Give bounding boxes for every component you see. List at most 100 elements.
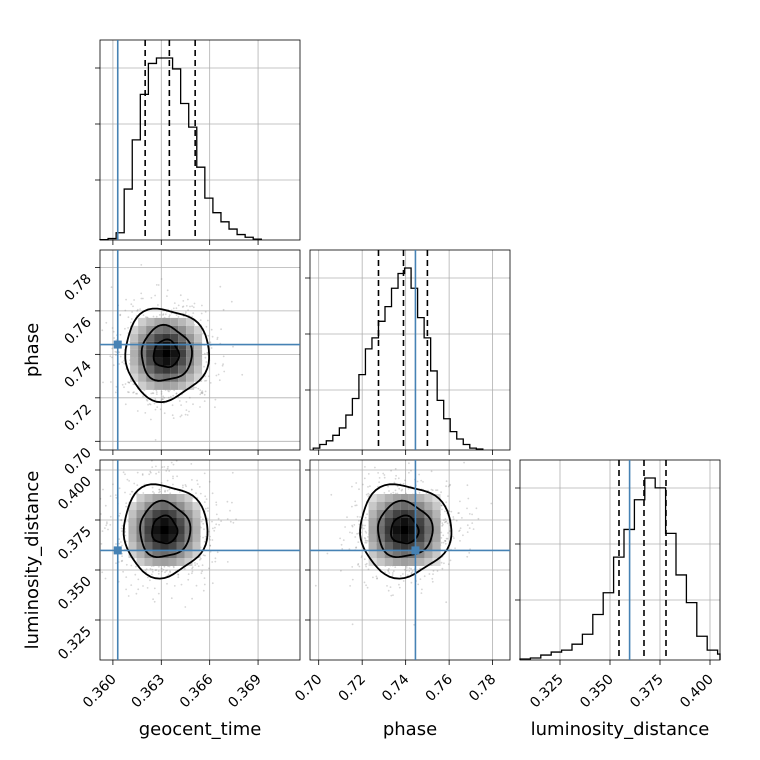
- density-cell: [408, 494, 417, 502]
- sample-point: [440, 531, 443, 534]
- density-cell: [194, 373, 203, 382]
- sample-point: [440, 537, 443, 539]
- density-cell: [416, 518, 425, 526]
- sample-point: [147, 576, 149, 579]
- sample-point: [215, 501, 218, 504]
- sample-point: [125, 298, 127, 301]
- sample-point: [235, 518, 238, 521]
- sample-point: [388, 490, 390, 492]
- sample-point: [330, 493, 333, 496]
- sample-point: [390, 594, 393, 597]
- sample-point: [101, 571, 104, 574]
- sample-point: [191, 566, 194, 569]
- sample-point: [149, 471, 152, 474]
- density-cell: [400, 534, 409, 542]
- sample-point: [112, 364, 115, 367]
- sample-point: [112, 483, 114, 486]
- sample-point: [136, 471, 139, 474]
- density-cell: [162, 341, 171, 350]
- sample-point: [160, 390, 163, 393]
- x-axis-label-phase: phase: [383, 719, 437, 740]
- sample-point: [202, 536, 205, 539]
- density-cell: [170, 341, 179, 350]
- sample-point: [365, 539, 368, 542]
- panel-frame: [99, 459, 301, 661]
- sample-point: [137, 588, 140, 591]
- density-cell: [130, 325, 139, 334]
- sample-point: [161, 398, 164, 400]
- sample-point: [408, 567, 411, 569]
- sample-point: [164, 571, 166, 574]
- sample-point: [191, 315, 194, 318]
- density-cell: [138, 325, 147, 334]
- x-axis-label-luminosity-distance: luminosity_distance: [531, 719, 710, 740]
- sample-point: [154, 294, 157, 297]
- sample-point: [207, 375, 210, 378]
- sample-point: [441, 567, 444, 570]
- sample-point: [226, 518, 229, 520]
- sample-point: [398, 583, 400, 586]
- density-cell: [392, 494, 401, 502]
- density-cell: [392, 550, 401, 558]
- sample-point: [172, 417, 175, 419]
- density-cell: [144, 494, 153, 502]
- sample-point: [402, 573, 404, 575]
- sample-point: [403, 568, 406, 571]
- sample-point: [121, 383, 124, 386]
- sample-point: [109, 355, 112, 358]
- sample-point: [411, 570, 414, 572]
- density-cell: [178, 341, 187, 350]
- sample-point: [200, 312, 203, 315]
- tick-label-geocent-time: 0.363: [128, 672, 168, 712]
- sample-point: [120, 560, 123, 563]
- sample-point: [160, 278, 163, 280]
- sample-point: [356, 532, 358, 535]
- sample-point: [136, 310, 139, 312]
- density-cell: [192, 550, 201, 558]
- sample-point: [387, 589, 390, 592]
- sample-point: [229, 509, 231, 512]
- sample-point: [222, 363, 225, 365]
- sample-point: [444, 540, 447, 542]
- sample-point: [127, 391, 129, 393]
- density-cell: [424, 510, 433, 518]
- sample-point: [354, 504, 357, 507]
- sample-point: [232, 521, 235, 524]
- sample-point: [214, 406, 216, 409]
- density-cell: [400, 494, 409, 502]
- sample-point: [169, 571, 172, 574]
- tick-label-phase: 0.74: [379, 671, 412, 704]
- sample-point: [351, 524, 353, 527]
- sample-point: [172, 394, 175, 397]
- density-cell: [192, 542, 201, 550]
- sample-point: [211, 561, 214, 563]
- sample-point: [190, 463, 193, 465]
- density-cell: [160, 558, 169, 566]
- sample-point: [394, 492, 397, 495]
- sample-point: [214, 560, 217, 563]
- sample-point: [133, 391, 135, 393]
- sample-point: [185, 485, 188, 488]
- sample-point: [160, 567, 163, 570]
- sample-point: [124, 403, 127, 406]
- sample-point: [459, 540, 461, 542]
- sample-point: [214, 398, 217, 401]
- tick-label-phase: 0.76: [61, 314, 94, 347]
- density-cell: [130, 373, 139, 382]
- density-cell: [146, 381, 155, 390]
- sample-point: [144, 569, 147, 572]
- density-cell: [194, 333, 203, 342]
- density-cell: [432, 542, 441, 550]
- density-cell: [154, 365, 163, 374]
- sample-point: [468, 513, 471, 515]
- density-cell: [416, 542, 425, 550]
- sample-point: [142, 395, 144, 398]
- density-cell: [168, 542, 177, 550]
- sample-point: [430, 470, 433, 473]
- sample-point: [153, 402, 156, 405]
- sample-point: [398, 451, 400, 453]
- sample-point: [193, 302, 196, 305]
- density-cell: [408, 542, 417, 550]
- sample-point: [354, 500, 357, 503]
- density-cell: [160, 550, 169, 558]
